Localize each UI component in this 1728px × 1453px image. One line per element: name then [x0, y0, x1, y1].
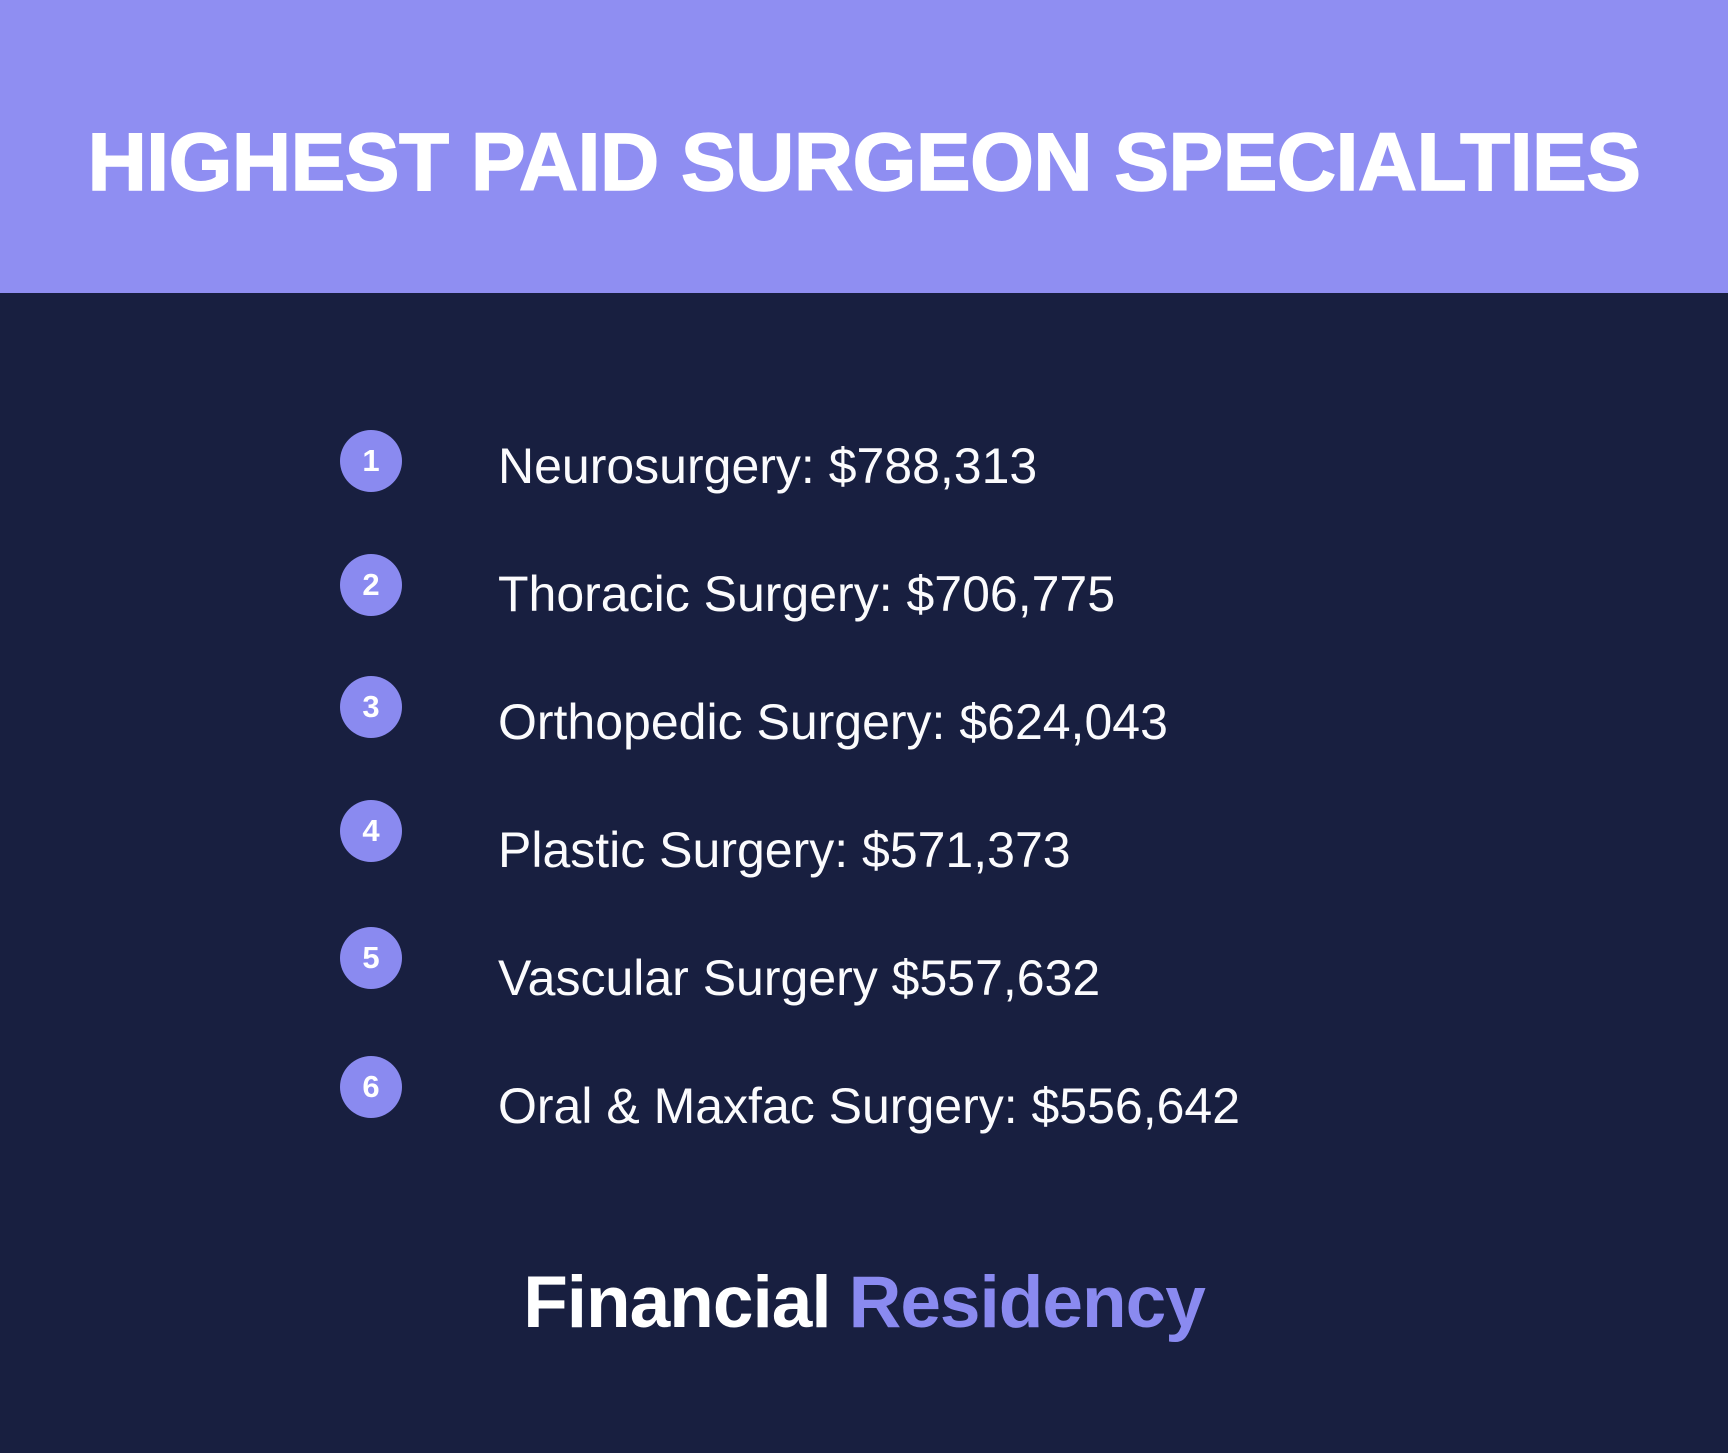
rank-number: 4 [362, 813, 380, 848]
rank-number: 2 [362, 567, 380, 602]
rank-badge: 3 [340, 676, 402, 738]
rank-badge: 5 [340, 927, 402, 989]
brand-word-residency: Residency [848, 1262, 1206, 1343]
list-item: 1 Neurosurgery: $788,313 [340, 402, 1668, 530]
list-item: 5 Vascular Surgery $557,632 [340, 914, 1668, 1042]
list-item: 2 Thoracic Surgery: $706,775 [340, 530, 1668, 658]
page-title: HIGHEST PAID SURGEON SPECIALTIES [87, 116, 1642, 209]
brand-word-financial: Financial [523, 1262, 831, 1343]
list-item: 6 Oral & Maxfac Surgery: $556,642 [340, 1042, 1668, 1170]
rank-number: 5 [362, 940, 380, 975]
rank-number: 6 [362, 1069, 380, 1104]
rank-number: 3 [362, 689, 380, 724]
item-label: Plastic Surgery: $571,373 [498, 822, 1071, 878]
item-label: Neurosurgery: $788,313 [498, 438, 1038, 494]
list-item: 3 Orthopedic Surgery: $624,043 [340, 658, 1668, 786]
rank-badge: 1 [340, 430, 402, 492]
item-label: Orthopedic Surgery: $624,043 [498, 694, 1168, 750]
footer-logo: Financial Residency [0, 1258, 1728, 1348]
rank-badge: 4 [340, 800, 402, 862]
list-item: 4 Plastic Surgery: $571,373 [340, 786, 1668, 914]
rank-badge: 2 [340, 554, 402, 616]
rank-badge: 6 [340, 1056, 402, 1118]
specialty-rank-list: 1 Neurosurgery: $788,313 2 Thoracic Surg… [340, 402, 1668, 1170]
item-label: Oral & Maxfac Surgery: $556,642 [498, 1078, 1241, 1134]
rank-number: 1 [362, 443, 380, 478]
item-label: Vascular Surgery $557,632 [498, 950, 1101, 1006]
item-label: Thoracic Surgery: $706,775 [498, 566, 1116, 622]
header-band: HIGHEST PAID SURGEON SPECIALTIES [0, 0, 1728, 293]
